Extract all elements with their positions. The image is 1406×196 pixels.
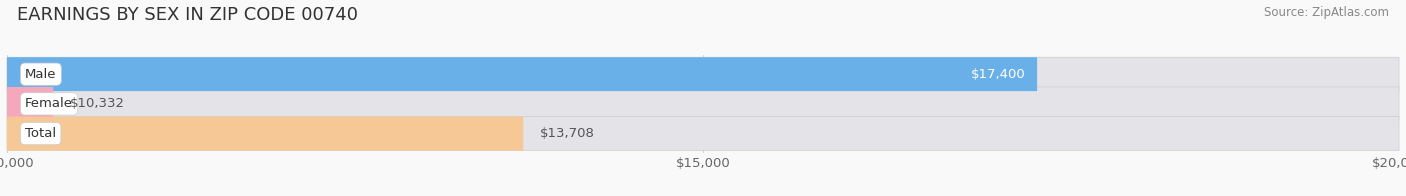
Text: EARNINGS BY SEX IN ZIP CODE 00740: EARNINGS BY SEX IN ZIP CODE 00740 bbox=[17, 6, 359, 24]
Text: Female: Female bbox=[25, 97, 73, 110]
FancyBboxPatch shape bbox=[7, 87, 1399, 121]
FancyBboxPatch shape bbox=[7, 57, 1038, 91]
FancyBboxPatch shape bbox=[7, 87, 53, 121]
Text: $13,708: $13,708 bbox=[540, 127, 595, 140]
Text: $17,400: $17,400 bbox=[972, 68, 1026, 81]
FancyBboxPatch shape bbox=[7, 57, 1399, 91]
FancyBboxPatch shape bbox=[7, 117, 523, 151]
FancyBboxPatch shape bbox=[7, 117, 1399, 151]
Text: $10,332: $10,332 bbox=[70, 97, 125, 110]
Text: Total: Total bbox=[25, 127, 56, 140]
Text: Source: ZipAtlas.com: Source: ZipAtlas.com bbox=[1264, 6, 1389, 19]
Text: Male: Male bbox=[25, 68, 56, 81]
